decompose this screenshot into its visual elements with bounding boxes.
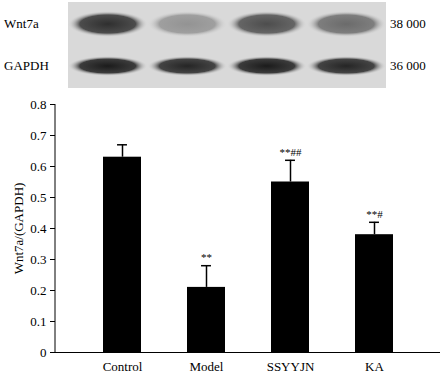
svg-text:0.1: 0.1 xyxy=(30,314,46,329)
svg-text:**: ** xyxy=(201,251,212,263)
svg-text:Wnt7a: Wnt7a xyxy=(4,16,39,31)
svg-text:0.3: 0.3 xyxy=(30,252,46,267)
svg-text:GAPDH: GAPDH xyxy=(4,58,49,73)
svg-text:0.6: 0.6 xyxy=(30,159,47,174)
svg-text:Control: Control xyxy=(103,359,143,374)
svg-text:38 000: 38 000 xyxy=(390,16,426,31)
svg-text:Wnt7a/(GAPDH): Wnt7a/(GAPDH) xyxy=(11,183,26,275)
svg-text:36 000: 36 000 xyxy=(390,58,426,73)
svg-text:Model: Model xyxy=(190,359,224,374)
svg-text:0.7: 0.7 xyxy=(30,128,47,143)
svg-text:**##: **## xyxy=(280,146,303,158)
svg-text:**#: **# xyxy=(366,208,383,220)
svg-text:KA: KA xyxy=(365,359,384,374)
svg-text:0.2: 0.2 xyxy=(30,283,46,298)
svg-text:0.5: 0.5 xyxy=(30,190,46,205)
svg-text:0.8: 0.8 xyxy=(30,97,46,112)
svg-text:SSYYJN: SSYYJN xyxy=(267,359,315,374)
svg-text:0: 0 xyxy=(40,345,47,360)
svg-text:0.4: 0.4 xyxy=(30,221,47,236)
